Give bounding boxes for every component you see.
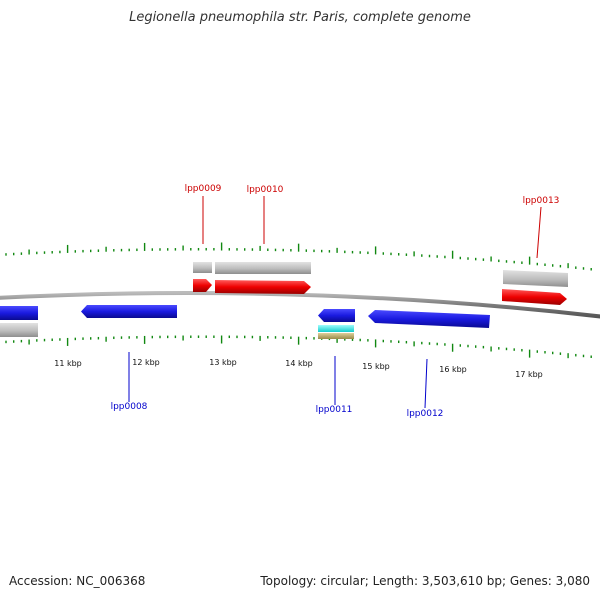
scale-label: 13 kbp	[209, 358, 237, 367]
gene-label-lpp0013[interactable]: lpp0013	[523, 196, 560, 206]
inner-tick-ring	[5, 335, 592, 359]
scale-labels: 11 kbp 12 kbp 13 kbp 14 kbp 15 kbp 16 kb…	[54, 358, 543, 379]
accession-text: Accession: NC_006368	[9, 574, 146, 588]
rrna-feature	[318, 333, 354, 339]
gene-feature-gray	[193, 262, 212, 273]
forward-features	[193, 262, 568, 305]
label-leaders-top	[202, 196, 542, 259]
gene-label-lpp0012[interactable]: lpp0012	[407, 409, 444, 419]
gene-arrow-lpp0009[interactable]	[193, 279, 212, 292]
map-title: Legionella pneumophila str. Paris, compl…	[129, 10, 471, 25]
gene-label-lpp0010[interactable]: lpp0010	[247, 185, 284, 195]
gene-arrow-lpp0013[interactable]	[502, 289, 567, 305]
gene-feature-gray	[0, 323, 38, 337]
gene-arrow-reverse[interactable]	[0, 306, 38, 320]
gene-arrow-lpp0011[interactable]	[318, 309, 355, 322]
gene-label-lpp0009[interactable]: lpp0009	[185, 184, 222, 194]
topology-summary: Topology: circular; Length: 3,503,610 bp…	[260, 574, 590, 588]
scale-label: 15 kbp	[362, 362, 390, 371]
trna-feature	[318, 325, 354, 332]
reverse-features	[0, 305, 490, 339]
gene-label-lpp0008[interactable]: lpp0008	[111, 402, 148, 412]
gene-feature-gray	[503, 270, 568, 287]
gene-arrow-lpp0008[interactable]	[81, 305, 177, 318]
gene-arrow-lpp0010[interactable]	[215, 280, 311, 294]
gene-arrow-lpp0012[interactable]	[368, 310, 490, 328]
scale-label: 14 kbp	[285, 359, 313, 368]
gene-label-lpp0011[interactable]: lpp0011	[316, 405, 353, 415]
scale-label: 11 kbp	[54, 359, 82, 368]
outer-tick-ring	[5, 242, 592, 271]
gene-feature-gray	[215, 262, 311, 274]
scale-label: 12 kbp	[132, 358, 160, 367]
scale-label: 16 kbp	[439, 365, 467, 374]
scale-label: 17 kbp	[515, 370, 543, 379]
genome-backbone	[0, 290, 600, 319]
label-leaders-bottom	[128, 352, 428, 409]
